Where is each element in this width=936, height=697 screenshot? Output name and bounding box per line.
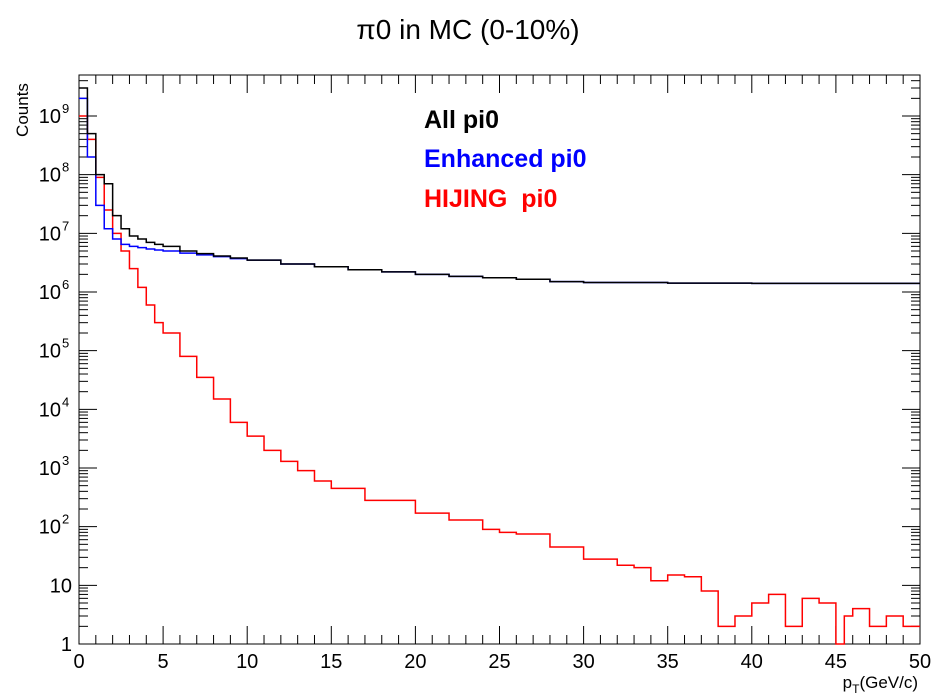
y-tick-label: 10 <box>39 517 61 539</box>
legend-entry-0: All pi0 <box>424 106 499 134</box>
y-tick-label: 10 <box>39 223 61 245</box>
x-tick-label: 10 <box>236 651 258 673</box>
legend: All pi0 Enhanced pi0 HIJING pi0 <box>424 106 587 213</box>
y-tick-exponent: 3 <box>62 453 69 468</box>
y-tick-exponent: 8 <box>62 160 69 175</box>
y-tick-label: 10 <box>50 575 72 597</box>
y-tick-label: 10 <box>39 399 61 421</box>
x-tick-label: 45 <box>825 651 847 673</box>
x-tick-label: 35 <box>657 651 679 673</box>
y-tick-exponent: 9 <box>62 101 69 116</box>
x-axis: 0 5 10 15 20 25 30 35 40 45 50 <box>73 75 931 673</box>
x-tick-label: 20 <box>404 651 426 673</box>
series-line-2 <box>79 115 920 645</box>
series-layer <box>79 87 920 645</box>
x-tick-label: 5 <box>158 651 169 673</box>
y-tick-label: 10 <box>39 341 61 363</box>
y-tick-label: 10 <box>39 106 61 128</box>
y-tick-exponent: 5 <box>62 336 69 351</box>
x-tick-label: 15 <box>320 651 342 673</box>
series-line-0 <box>79 87 920 285</box>
y-tick-label: 10 <box>39 282 61 304</box>
x-tick-label: 30 <box>572 651 594 673</box>
x-axis-label: pT(GeV/c) <box>843 673 918 696</box>
y-tick-label: 10 <box>39 458 61 480</box>
y-axis-label: Counts <box>13 83 32 137</box>
y-tick-exponent: 6 <box>62 277 69 292</box>
x-tick-label: 25 <box>488 651 510 673</box>
y-tick-label: 1 <box>61 634 72 656</box>
x-tick-label: 0 <box>73 651 84 673</box>
legend-entry-2: HIJING pi0 <box>424 185 557 213</box>
y-tick-exponent: 4 <box>62 394 69 409</box>
y-tick-label: 10 <box>39 165 61 187</box>
y-tick-exponent: 7 <box>62 218 69 233</box>
x-tick-label: 50 <box>909 651 931 673</box>
y-tick-exponent: 2 <box>62 512 69 527</box>
x-tick-label: 40 <box>741 651 763 673</box>
legend-entry-1: Enhanced pi0 <box>424 145 587 173</box>
chart-title: π0 in MC (0-10%) <box>356 14 580 45</box>
